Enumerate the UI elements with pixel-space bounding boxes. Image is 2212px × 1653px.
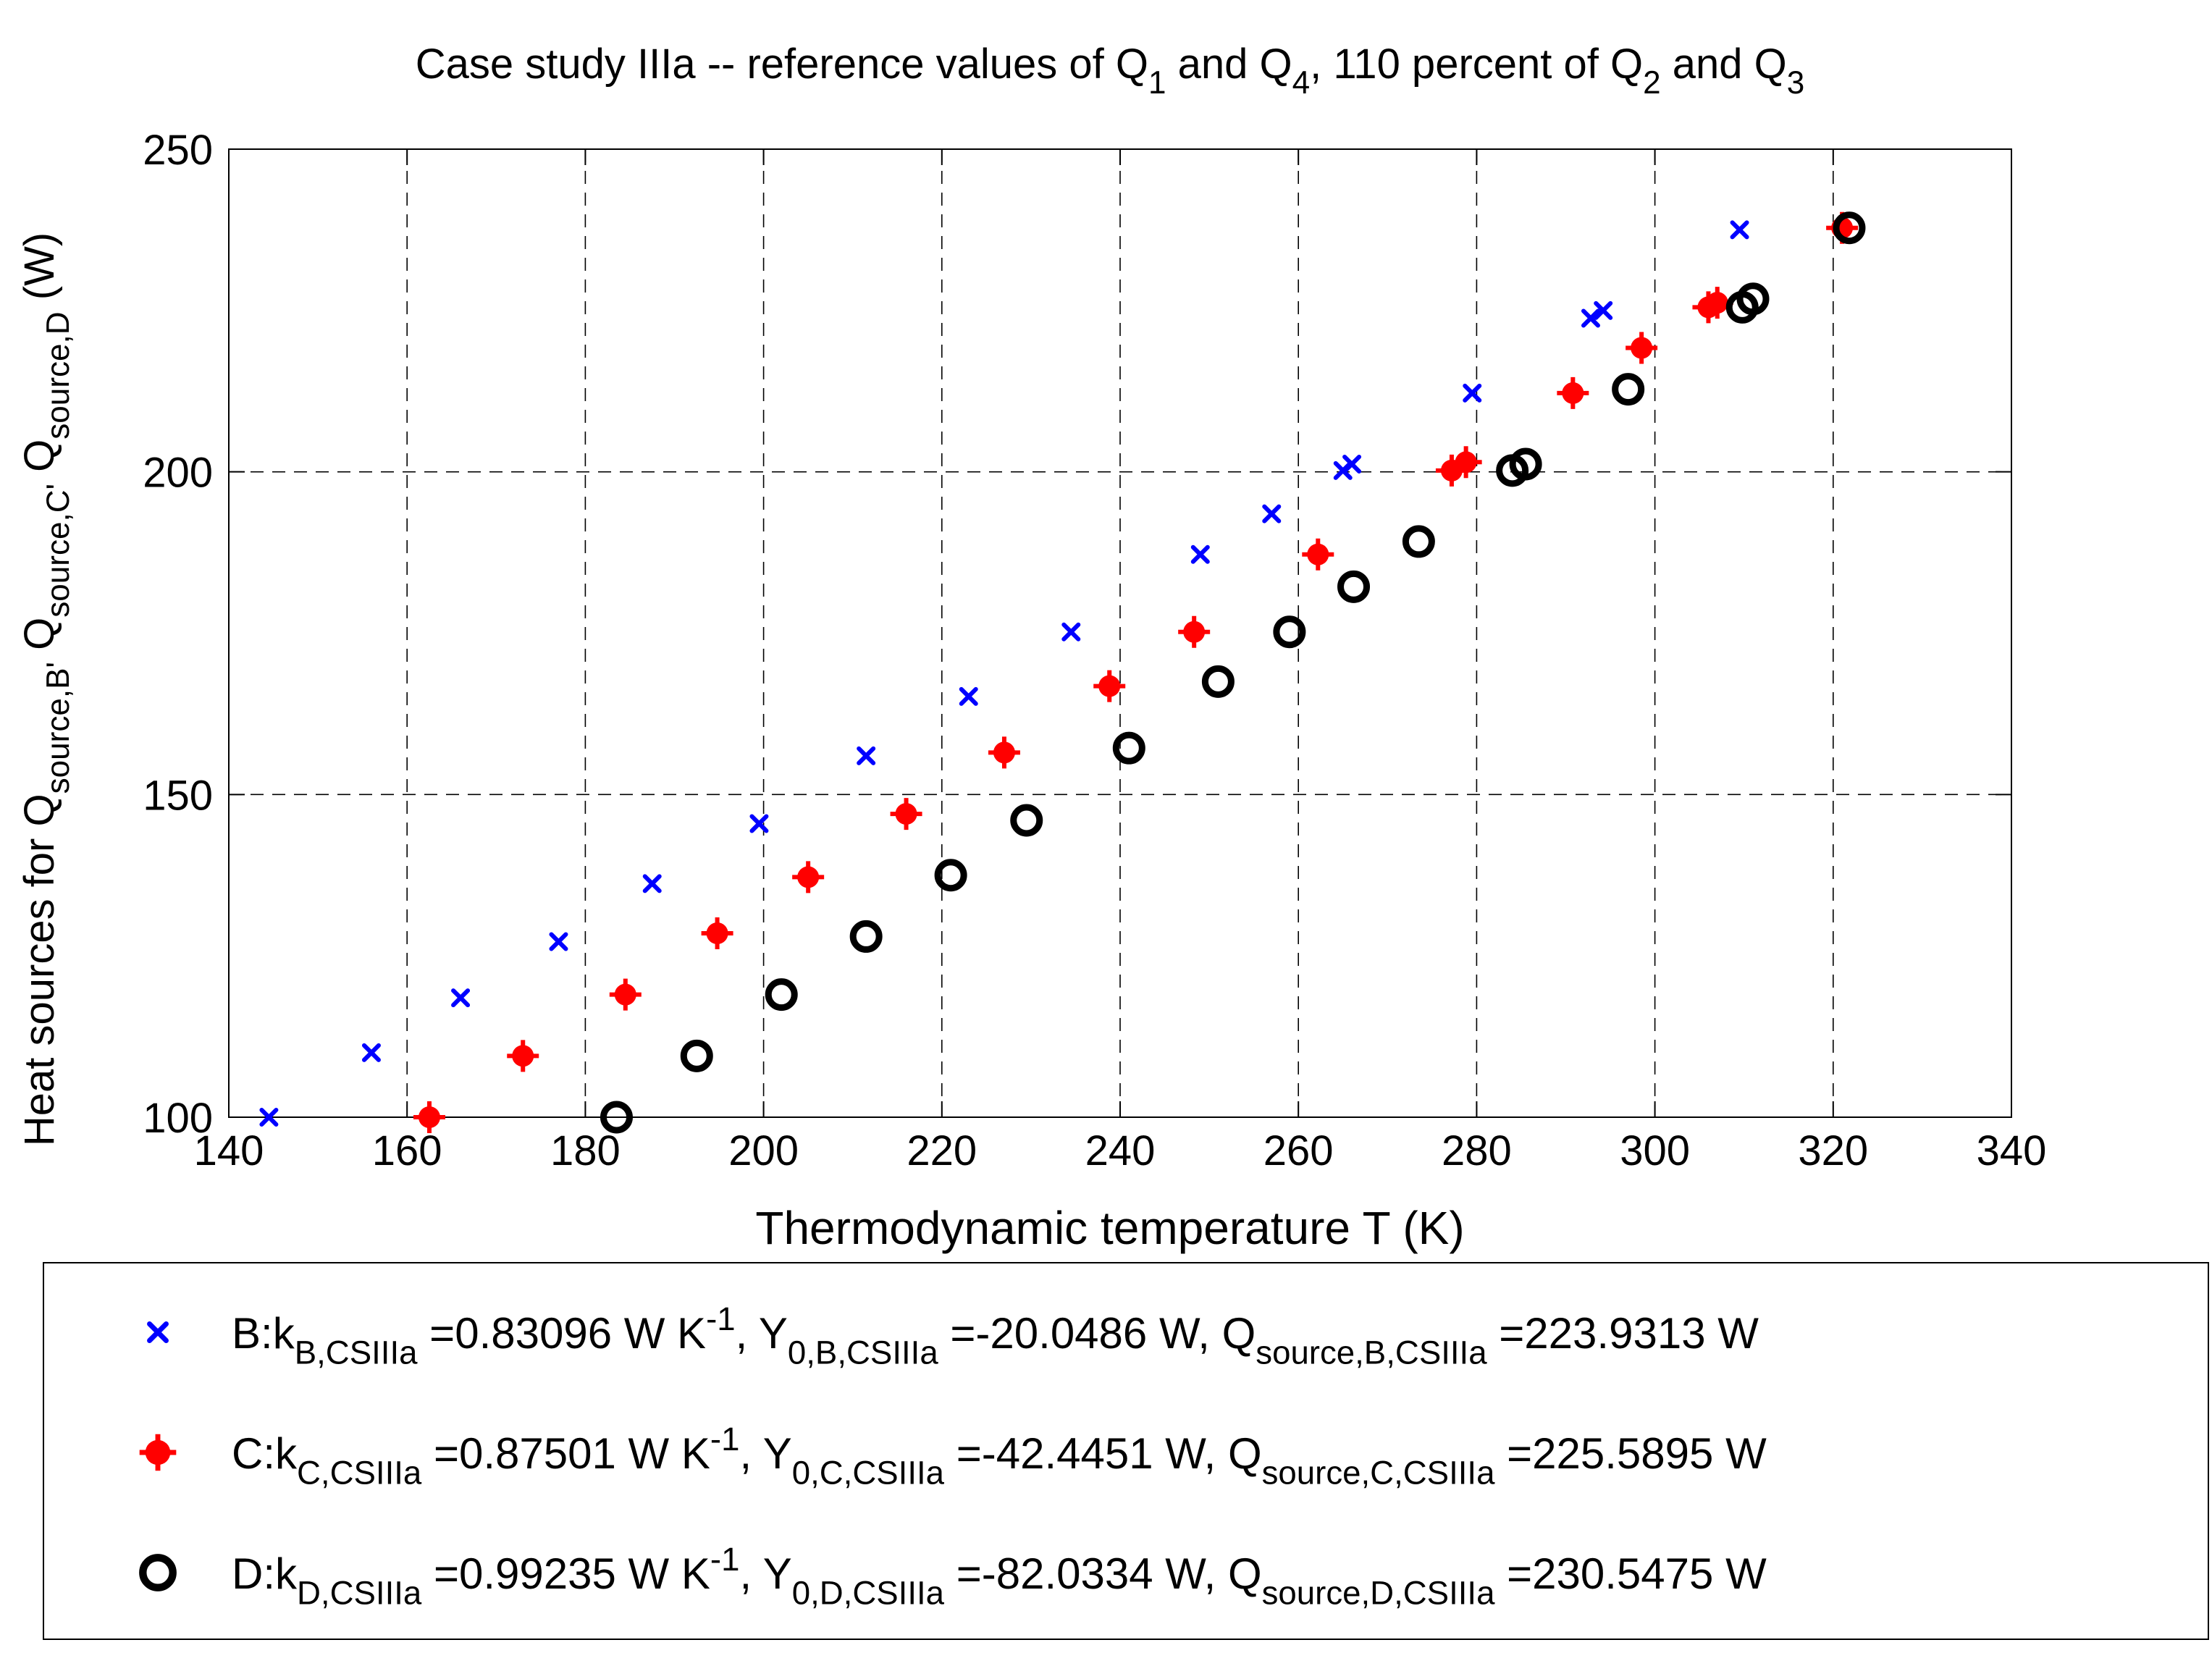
data-point-d	[680, 1039, 713, 1072]
data-point-c	[413, 1101, 445, 1133]
data-point-b	[642, 874, 662, 893]
legend-entry-d: D:kD,CSIIIa =0.99235 W K-1, Y0,D,CSIIIa …	[139, 1541, 1767, 1612]
x-tick-label: 180	[550, 1127, 621, 1174]
data-point-b	[959, 686, 978, 706]
x-axis-label: Thermodynamic temperature T (K)	[755, 1202, 1464, 1254]
data-point-d	[765, 978, 798, 1011]
series-D	[600, 211, 1866, 1134]
data-point-c	[1626, 332, 1658, 364]
x-tick-label: 260	[1263, 1127, 1334, 1174]
data-point-d	[600, 1101, 633, 1134]
data-point-c-dot	[512, 1045, 534, 1067]
y-axis-label: Heat sources for Qsource,B' Qsource,C' Q…	[16, 232, 76, 1146]
x-tick-label: 200	[728, 1127, 799, 1174]
data-point-c	[1178, 615, 1211, 648]
data-point-b	[259, 1108, 279, 1127]
data-point-c	[1557, 377, 1589, 409]
data-point-b	[451, 988, 471, 1008]
data-point-b	[1730, 220, 1749, 240]
x-tick-label: 160	[372, 1127, 442, 1174]
data-point-c-dot	[1706, 292, 1728, 314]
legend: B:kB,CSIIIa =0.83096 W K-1, Y0,B,CSIIIa …	[43, 1262, 2209, 1640]
data-point-d	[1337, 570, 1371, 603]
x-tick-label: 320	[1798, 1127, 1868, 1174]
data-point-c-dot	[1098, 675, 1121, 697]
legend-label-c: C:kC,CSIIIa =0.87501 W K-1, Y0,C,CSIIIa …	[232, 1421, 1767, 1492]
axis-ticks: 140 160 180 200 220 240 260 280 300 320 340 100 150 2…	[143, 127, 2046, 1174]
data-point-c	[1450, 446, 1482, 479]
data-point-b	[857, 746, 876, 765]
data-point-c	[792, 861, 825, 893]
data-point-c-dot	[614, 983, 636, 1006]
data-point-b	[1262, 504, 1282, 523]
legend-label-b: B:kB,CSIIIa =0.83096 W K-1, Y0,B,CSIIIa …	[232, 1300, 1759, 1371]
series-B	[259, 220, 1749, 1127]
data-point-d	[1833, 211, 1866, 245]
y-tick-label: 150	[143, 772, 213, 819]
data-point-c	[1302, 538, 1334, 571]
data-point-c-dot	[993, 741, 1015, 764]
chart-title: Case study IIIa -- reference values of Q…	[416, 41, 1805, 101]
legend-marker-c-dot	[145, 1439, 171, 1465]
legend-box	[43, 1262, 2209, 1640]
legend-marker-c	[139, 1434, 177, 1471]
data-point-d	[934, 859, 967, 892]
data-point-c-dot	[797, 866, 820, 888]
data-point-d	[1509, 447, 1542, 481]
data-point-d	[1402, 525, 1435, 558]
data-point-d	[1736, 282, 1770, 316]
data-point-d	[1010, 804, 1043, 837]
y-tick-label: 100	[143, 1095, 213, 1142]
data-point-b	[749, 814, 769, 833]
data-point-b	[1463, 383, 1482, 403]
data-point-c-dot	[1307, 543, 1329, 565]
y-tick-label: 250	[143, 127, 213, 174]
data-point-b	[361, 1043, 381, 1062]
legend-marker-d	[139, 1554, 177, 1591]
legend-entry-c: C:kC,CSIIIa =0.87501 W K-1, Y0,C,CSIIIa …	[139, 1421, 1767, 1492]
data-point-c	[890, 798, 922, 830]
data-point-c	[609, 978, 642, 1011]
data-point-c-dot	[418, 1106, 440, 1128]
data-point-b	[1594, 300, 1613, 320]
x-tick-label: 220	[907, 1127, 977, 1174]
x-tick-label: 140	[194, 1127, 264, 1174]
data-point-c	[988, 736, 1020, 769]
data-point-c	[1093, 670, 1126, 702]
data-point-c-dot	[706, 922, 728, 944]
data-point-c-dot	[1631, 337, 1653, 359]
y-tick-label: 200	[143, 450, 213, 497]
x-tick-label: 300	[1620, 1127, 1690, 1174]
x-tick-label: 280	[1442, 1127, 1512, 1174]
legend-label-d: D:kD,CSIIIa =0.99235 W K-1, Y0,D,CSIIIa …	[232, 1541, 1767, 1612]
data-point-c-dot	[1183, 621, 1206, 643]
x-tick-label: 340	[1977, 1127, 2047, 1174]
data-point-b	[1061, 622, 1081, 642]
x-tick-label: 240	[1085, 1127, 1156, 1174]
data-point-d	[849, 920, 883, 953]
data-point-b	[1581, 308, 1600, 328]
data-point-d	[1612, 373, 1645, 406]
data-point-c-dot	[1562, 382, 1584, 404]
data-points	[259, 211, 1866, 1134]
data-point-b	[1342, 454, 1362, 474]
data-point-c-dot	[1455, 451, 1477, 474]
series-C	[413, 211, 1859, 1133]
data-point-b	[549, 932, 568, 951]
legend-marker-b	[147, 1321, 169, 1343]
data-point-b	[1190, 544, 1210, 564]
data-point-c	[507, 1040, 539, 1072]
data-point-c	[701, 917, 733, 949]
data-point-d	[1201, 665, 1235, 698]
data-point-c-dot	[895, 803, 917, 825]
data-point-d	[1112, 731, 1145, 765]
data-point-d	[1273, 615, 1306, 649]
legend-entry-b: B:kB,CSIIIa =0.83096 W K-1, Y0,B,CSIIIa …	[147, 1300, 1759, 1371]
